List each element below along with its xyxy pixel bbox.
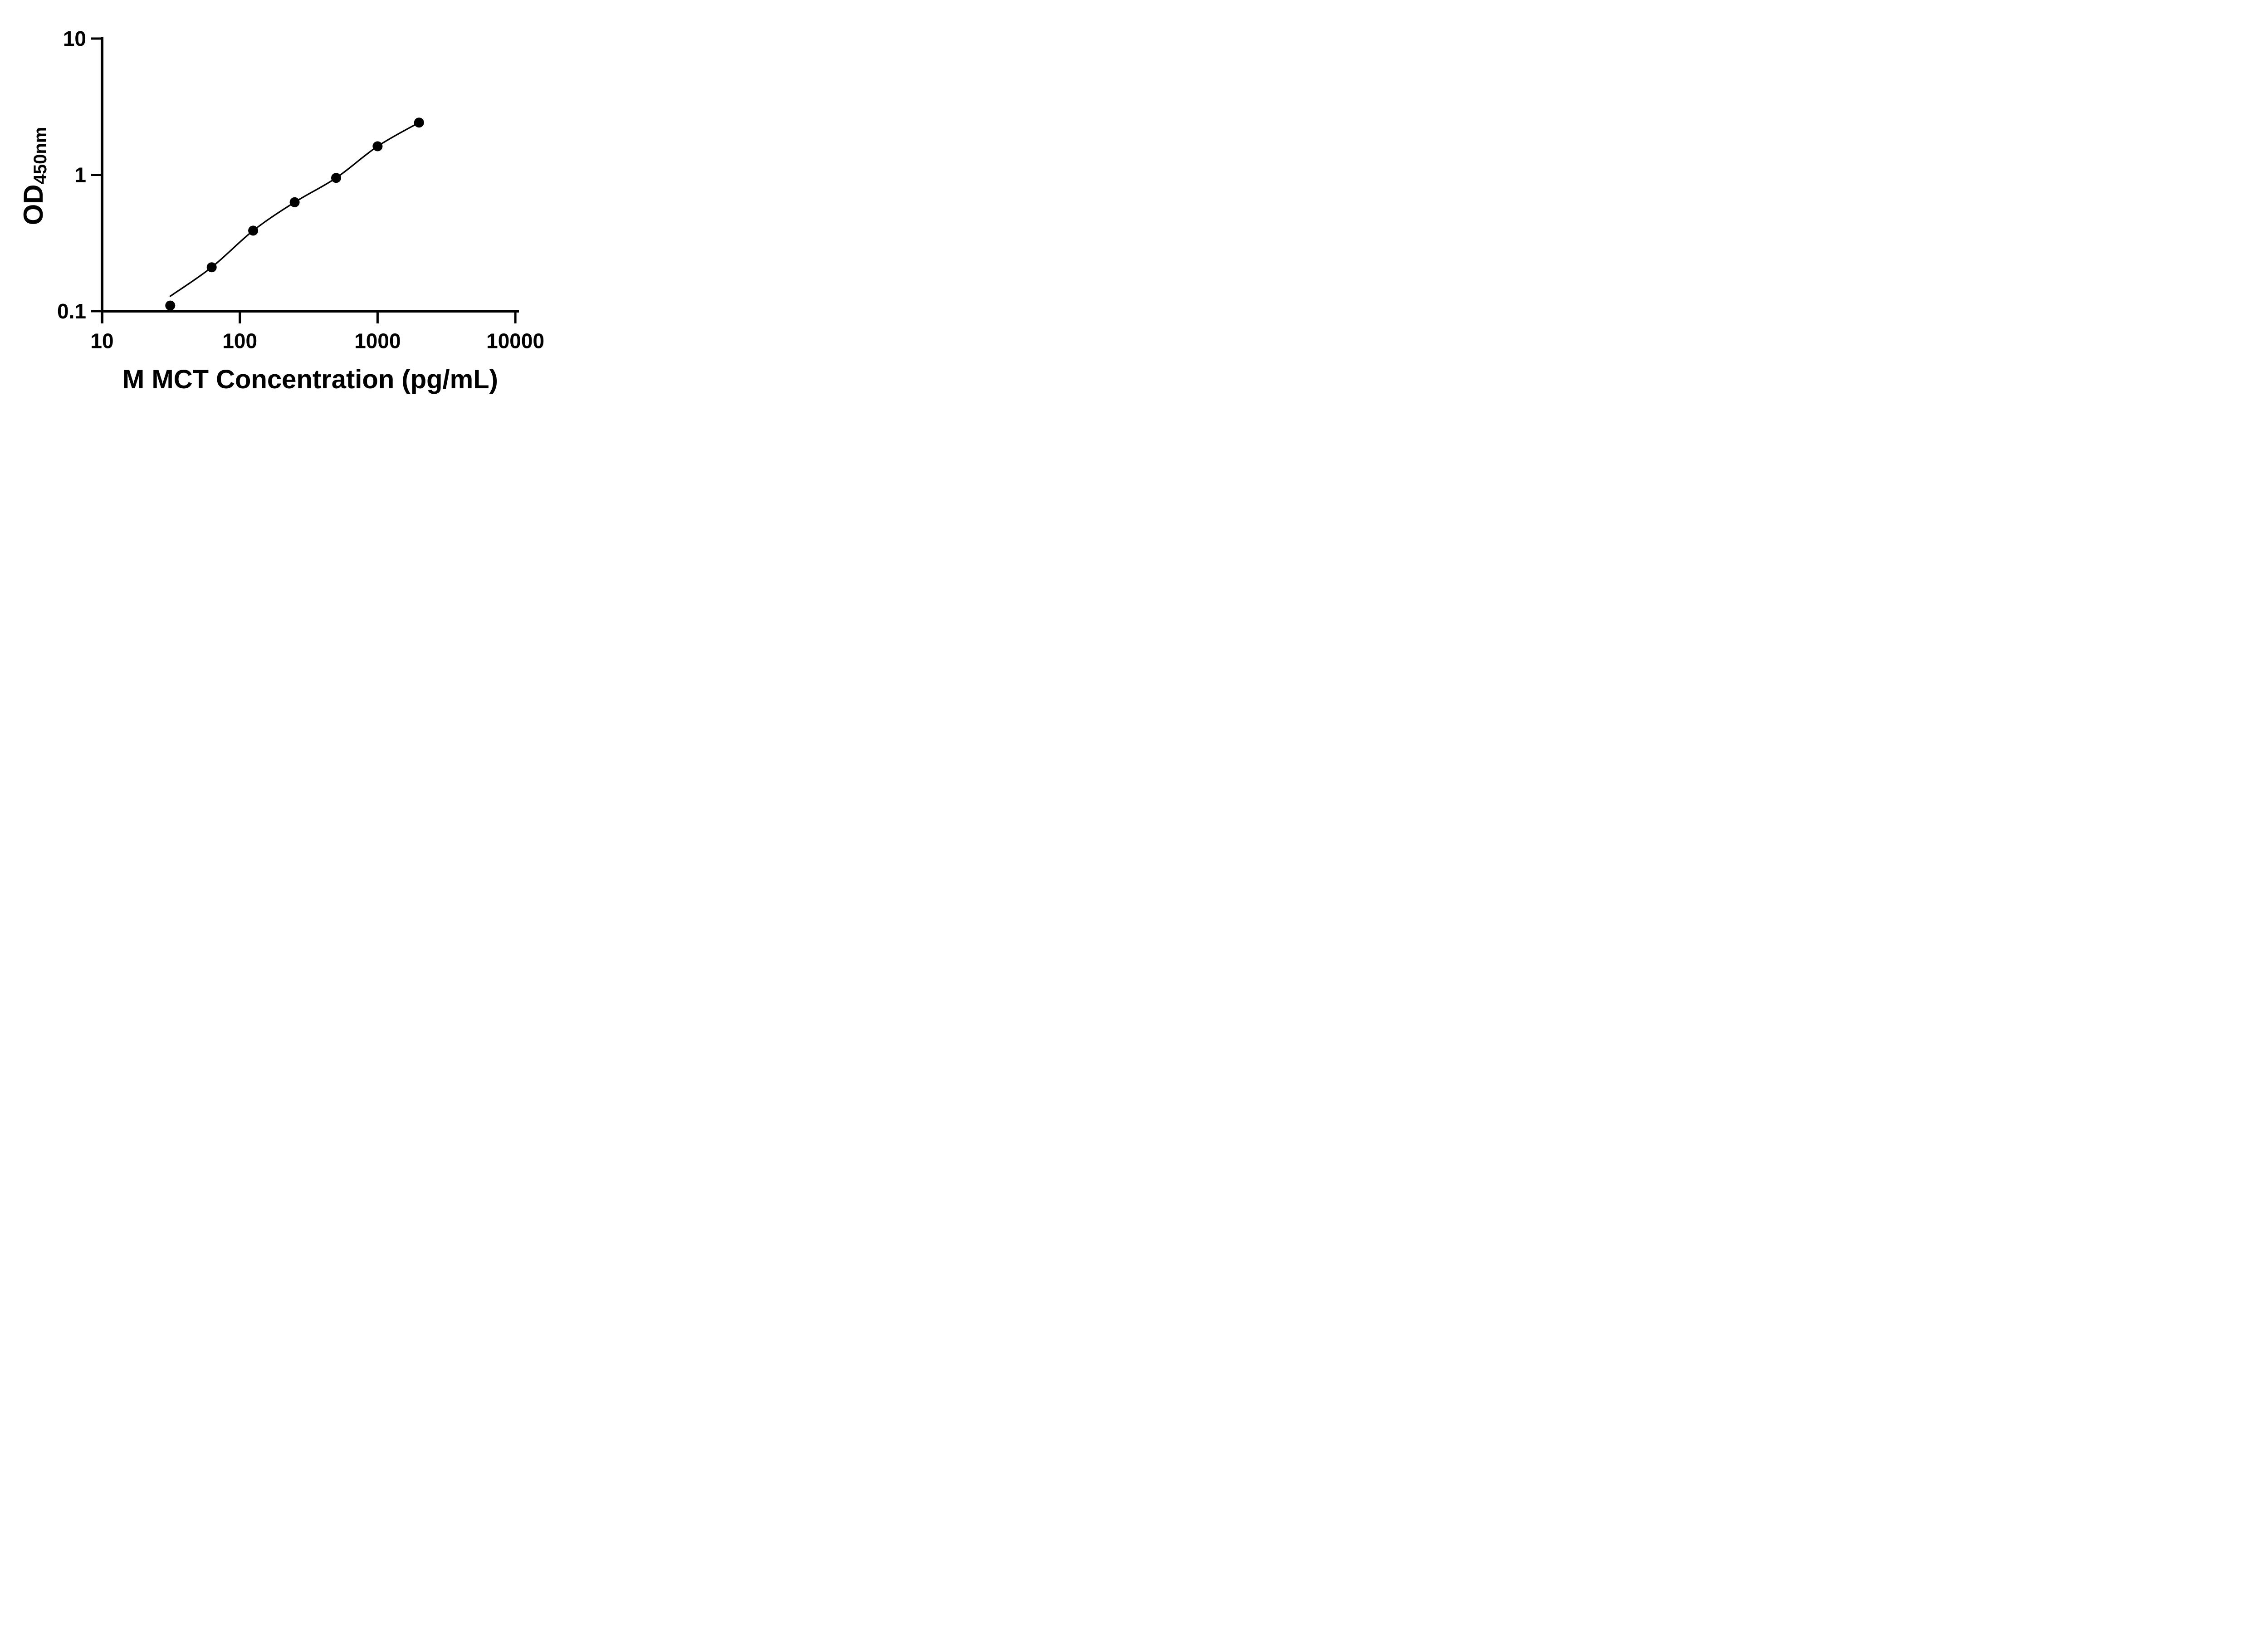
x-tick-label-10000: 10000 [486,329,544,353]
data-point-250pgml [289,197,300,207]
data-point-2000pgml [414,117,424,128]
x-tick-label-10: 10 [90,329,113,353]
axis-ticks [91,37,517,323]
y-tick-label-10: 10 [63,27,86,50]
y-tick-label-1: 1 [74,163,86,187]
axes [101,37,519,323]
x-tick-label-100: 100 [222,329,257,353]
x-tick-label-1000: 1000 [354,329,401,353]
data-point-1000pgml [372,141,383,152]
elisa-standard-curve-figure: 10 1 0.1 10 100 1000 10000 M MCT Concentration… [0,0,572,408]
data-point-62.5pgml [206,262,217,273]
data-point-125pgml [248,225,259,236]
data-point-31.25pgml [165,300,176,311]
x-axis-title: M MCT Concentration (pg/mL) [122,365,498,394]
y-axis-title-subscript: 450nm [30,127,50,185]
data-points-layer [165,117,424,311]
data-point-500pgml [331,173,341,183]
y-tick-label-0.1: 0.1 [57,299,86,323]
y-axis-title: OD450nm [18,127,50,225]
y-axis-title-main: OD [18,184,49,225]
